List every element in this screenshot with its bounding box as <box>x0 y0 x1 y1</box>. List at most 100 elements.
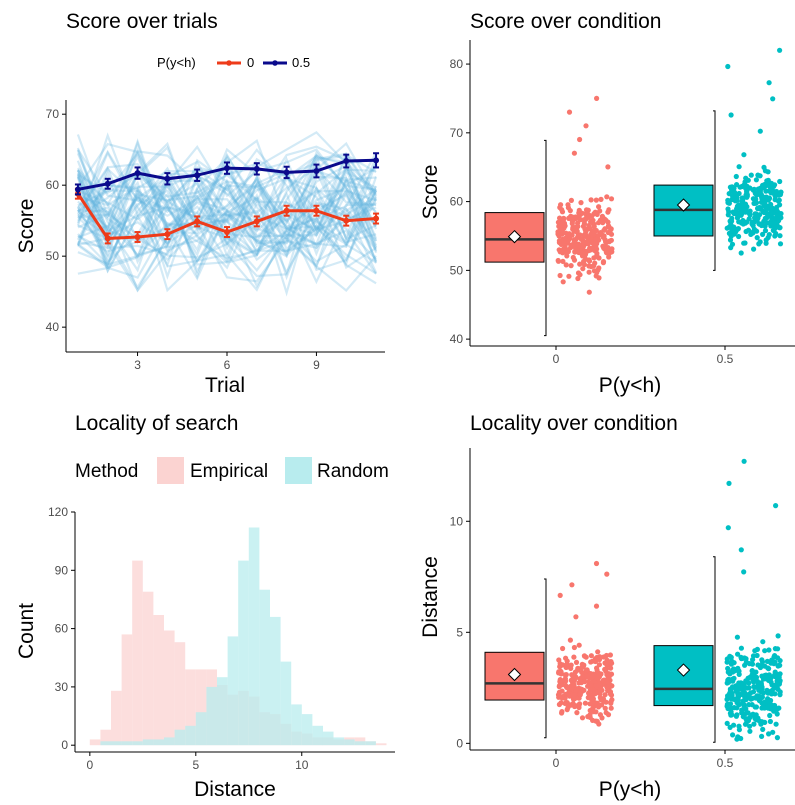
jitter-point <box>726 480 732 486</box>
participant-trial-line <box>77 152 378 254</box>
jitter-point <box>592 268 599 274</box>
jitter-point <box>591 211 597 217</box>
jitter-point <box>762 199 768 205</box>
jitter-point <box>566 273 572 279</box>
chart-title: Locality over condition <box>470 412 678 435</box>
jitter-point <box>575 275 581 282</box>
jitter-point <box>766 80 772 86</box>
jitter-point <box>563 682 569 689</box>
participant-trial-line <box>76 173 377 281</box>
legend-key-empirical <box>157 457 184 484</box>
jitter-point <box>581 258 587 265</box>
jitter-point <box>560 247 567 253</box>
jitter-point <box>588 659 594 665</box>
y-tick-label: 70 <box>450 126 464 140</box>
jitter-point <box>727 653 733 660</box>
jitter-point <box>763 240 769 246</box>
jitter-point <box>776 197 782 203</box>
jitter-point <box>766 188 772 194</box>
jitter-point <box>592 690 598 696</box>
histogram-bar <box>322 731 334 746</box>
jitter-point <box>582 700 589 706</box>
jitter-point <box>596 721 602 727</box>
participant-trial-line <box>77 190 378 292</box>
x-tick-label: 3 <box>134 358 141 372</box>
jitter-point <box>588 653 595 659</box>
jitter-point <box>560 645 566 652</box>
jitter-point <box>777 202 783 208</box>
jitter-point <box>730 732 736 738</box>
histogram-bar <box>89 739 101 746</box>
jitter-point <box>565 205 572 211</box>
jitter-point <box>756 718 763 724</box>
jitter-point <box>751 721 757 727</box>
jitter-point <box>771 190 777 196</box>
jitter-point <box>742 240 748 246</box>
jitter-point <box>753 669 759 675</box>
jitter-point <box>738 682 745 689</box>
histogram-bar <box>153 739 164 746</box>
jitter-point <box>583 123 589 129</box>
participant-trial-line <box>76 152 377 275</box>
jitter-point <box>604 194 610 200</box>
jitter-point <box>773 721 779 727</box>
jitter-point <box>594 667 600 674</box>
jitter-point <box>724 703 730 709</box>
legend: P(y<h) 0 0.5 <box>157 55 310 70</box>
box-plot-layer <box>484 458 783 743</box>
jitter-point <box>772 653 778 659</box>
jitter-point <box>593 197 599 203</box>
histogram-bar <box>142 591 154 746</box>
jitter-point <box>608 665 614 671</box>
jitter-point <box>725 212 731 218</box>
jitter-point <box>734 212 741 218</box>
x-tick-label: 6 <box>224 358 231 372</box>
participant-trial-line <box>77 168 377 266</box>
jitter-point <box>736 164 742 170</box>
jitter-point <box>603 240 609 246</box>
axes: 0 30 60 90 120 0 5 10 <box>48 505 395 772</box>
jitter-point <box>749 661 756 667</box>
participant-trial-line <box>76 147 377 246</box>
jitter-point <box>754 646 761 653</box>
jitter-point <box>762 699 768 705</box>
jitter-point <box>587 712 593 718</box>
jitter-point <box>740 217 746 224</box>
participant-trial-line <box>76 149 378 241</box>
jitter-point <box>585 207 591 213</box>
jitter-point <box>728 222 734 228</box>
legend-label: 0.5 <box>292 55 310 70</box>
x-tick-label: 5 <box>192 758 199 772</box>
jitter-point <box>777 658 783 664</box>
jitter-point <box>574 710 580 716</box>
participant-trial-line <box>77 171 377 280</box>
mean-marker <box>676 663 691 677</box>
jitter-point <box>572 243 578 249</box>
jitter-point <box>741 701 747 707</box>
data-point <box>223 165 230 172</box>
jitter-point <box>725 525 731 531</box>
jitter-point <box>577 692 583 698</box>
jitter-point <box>754 652 760 659</box>
jitter-point <box>775 633 781 639</box>
jitter-point <box>743 678 749 684</box>
jitter-point <box>601 654 607 660</box>
jitter-point <box>579 210 585 216</box>
participant-trial-line <box>76 173 378 270</box>
jitter-point <box>595 674 602 680</box>
data-point <box>283 207 290 214</box>
jitter-point <box>724 720 730 727</box>
jitter-point <box>557 592 563 599</box>
participant-trial-line <box>77 177 378 261</box>
jitter-point <box>557 663 563 669</box>
data-point <box>164 175 171 182</box>
participant-trial-line <box>77 138 378 241</box>
jitter-point <box>751 246 757 252</box>
jitter-point <box>564 253 570 259</box>
histogram-bar <box>164 737 175 746</box>
y-tick-label: 0 <box>456 736 463 750</box>
jitter-point <box>584 673 590 679</box>
background-trial-lines <box>76 131 378 297</box>
jitter-point <box>570 696 577 702</box>
jitter-point <box>595 649 601 655</box>
